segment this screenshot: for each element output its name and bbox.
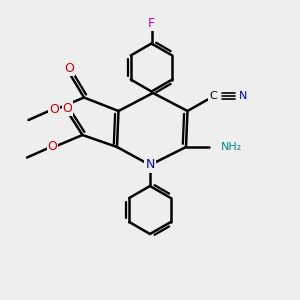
- Text: O: O: [48, 140, 57, 154]
- Text: F: F: [148, 16, 155, 30]
- Text: N: N: [145, 158, 155, 172]
- Text: NH₂: NH₂: [220, 142, 242, 152]
- Text: O: O: [49, 103, 59, 116]
- Text: C: C: [209, 91, 217, 101]
- Text: N: N: [239, 91, 247, 101]
- Text: O: O: [64, 62, 74, 75]
- Text: O: O: [63, 101, 72, 115]
